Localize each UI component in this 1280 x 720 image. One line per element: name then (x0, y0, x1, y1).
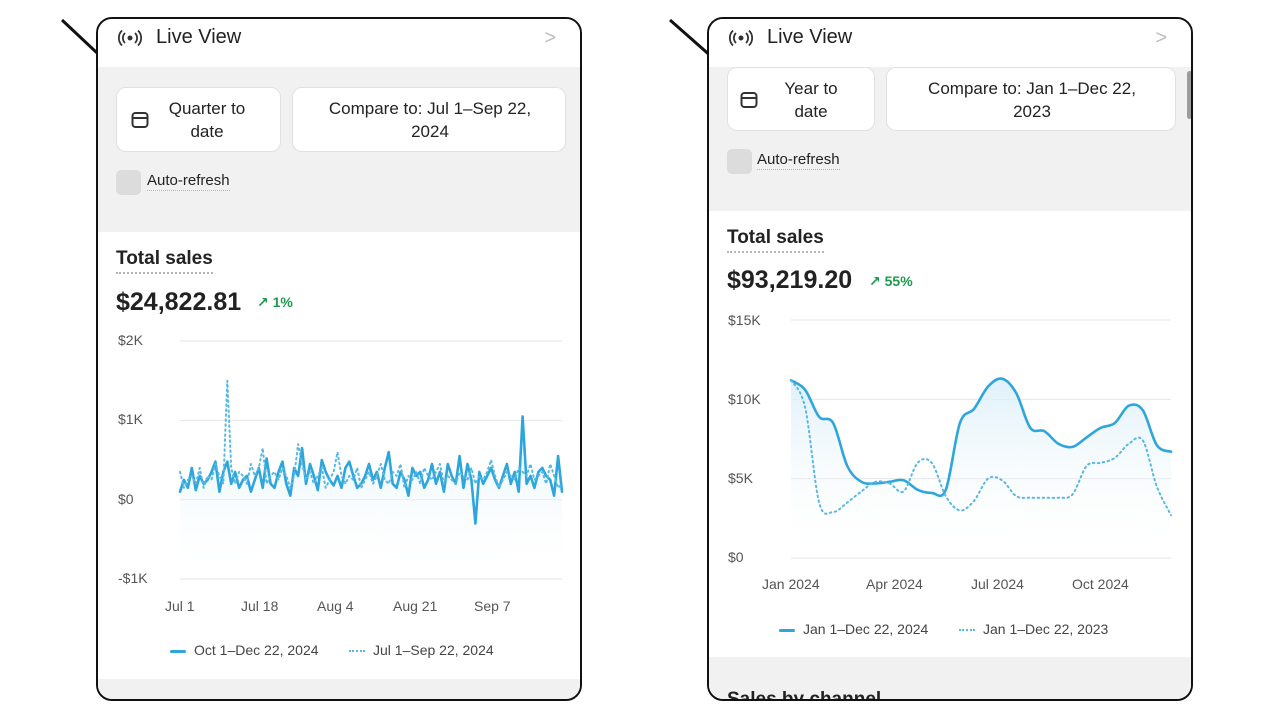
pointer-arrow-right (669, 18, 742, 84)
live-broadcast-icon (729, 29, 753, 47)
calendar-icon (740, 92, 758, 108)
analytics-panel-year: Live View > Year to date Compare to: Jan… (707, 17, 1193, 701)
legend-solid-swatch (779, 628, 795, 632)
legend-current-label: Oct 1–Dec 22, 2024 (194, 642, 319, 658)
section-title-sales-by-channel[interactable]: Sales by channel (727, 689, 882, 701)
y-tick-label: $15K (728, 312, 761, 328)
series-line-current (789, 377, 1173, 498)
filter-area: Year to date Compare to: Jan 1–Dec 22, 2… (709, 67, 1191, 211)
scrollbar-thumb[interactable] (1187, 71, 1191, 119)
auto-refresh-label: Auto-refresh (757, 151, 840, 170)
y-tick-label: $10K (728, 391, 761, 407)
legend-compare[interactable]: Jan 1–Dec 22, 2023 (959, 621, 1108, 637)
x-tick-label: Sep 7 (474, 598, 511, 614)
metric-change-value: 55% (884, 273, 913, 289)
sales-line-chart (789, 319, 1173, 559)
legend-compare-label: Jan 1–Dec 22, 2023 (983, 621, 1109, 637)
y-tick-label: $2K (118, 332, 143, 348)
series-area-fill (180, 416, 562, 579)
metric-value: $24,822.81 (116, 288, 242, 316)
x-tick-label: Oct 2024 (1072, 576, 1129, 592)
live-view-bar[interactable]: Live View > (98, 19, 580, 67)
date-range-button[interactable]: Year to date (727, 67, 875, 131)
legend-solid-swatch (170, 649, 186, 653)
x-tick-label: Aug 21 (393, 598, 438, 614)
legend-dotted-swatch (349, 650, 365, 653)
metric-change: ↗ 1% (257, 294, 293, 310)
compare-to-label: Compare to: Jan 1–Dec 22, 2023 (928, 79, 1136, 121)
metric-title[interactable]: Total sales (116, 248, 213, 274)
y-tick-label: $0 (118, 491, 134, 507)
analytics-panel-quarter: Live View > Quarter to date Compare to: … (96, 17, 582, 701)
legend-current-label: Jan 1–Dec 22, 2024 (803, 621, 929, 637)
series-line-compare (790, 379, 1172, 517)
y-tick-label: $0 (728, 549, 744, 565)
calendar-icon (131, 112, 149, 128)
legend-compare-label: Jul 1–Sep 22, 2024 (373, 642, 494, 658)
series-line-compare (179, 379, 563, 489)
live-broadcast-icon (118, 29, 142, 47)
next-section-strip (709, 657, 1191, 699)
y-tick-label: $1K (118, 411, 143, 427)
x-tick-label: Aug 4 (317, 598, 354, 614)
x-tick-label: Apr 2024 (866, 576, 923, 592)
metric-title[interactable]: Total sales (727, 227, 824, 253)
series-area-fill (791, 378, 1171, 558)
date-range-label: Quarter to date (168, 99, 246, 141)
x-tick-label: Jul 2024 (971, 576, 1024, 592)
legend-dotted-swatch (959, 629, 975, 632)
metric-change-value: 1% (272, 294, 293, 310)
x-tick-label: Jul 18 (241, 598, 279, 614)
live-view-bar[interactable]: Live View > (709, 19, 1191, 67)
y-tick-label: -$1K (118, 570, 148, 586)
legend-compare[interactable]: Jul 1–Sep 22, 2024 (349, 642, 494, 658)
compare-to-button[interactable]: Compare to: Jan 1–Dec 22, 2023 (886, 67, 1176, 131)
next-section-strip (98, 679, 580, 699)
compare-to-button[interactable]: Compare to: Jul 1–Sep 22, 2024 (292, 87, 566, 152)
x-tick-label: Jan 2024 (762, 576, 820, 592)
sales-line-chart (178, 340, 564, 580)
chevron-right-icon: > (544, 27, 556, 49)
live-view-label: Live View (156, 26, 242, 48)
date-range-label: Year to date (784, 79, 838, 121)
chevron-right-icon: > (1155, 27, 1167, 49)
metric-value: $93,219.20 (727, 266, 853, 294)
auto-refresh-checkbox[interactable] (116, 170, 141, 195)
auto-refresh-checkbox[interactable] (727, 149, 752, 174)
legend-current[interactable]: Jan 1–Dec 22, 2024 (779, 621, 928, 637)
filter-area: Quarter to date Compare to: Jul 1–Sep 22… (98, 67, 580, 232)
auto-refresh-label: Auto-refresh (147, 172, 230, 191)
legend-current[interactable]: Oct 1–Dec 22, 2024 (170, 642, 319, 658)
metric-change: ↗ 55% (869, 273, 913, 289)
x-tick-label: Jul 1 (165, 598, 195, 614)
live-view-label: Live View (767, 26, 853, 48)
compare-to-label: Compare to: Jul 1–Sep 22, 2024 (328, 99, 532, 141)
date-range-button[interactable]: Quarter to date (116, 87, 281, 152)
y-tick-label: $5K (728, 470, 753, 486)
